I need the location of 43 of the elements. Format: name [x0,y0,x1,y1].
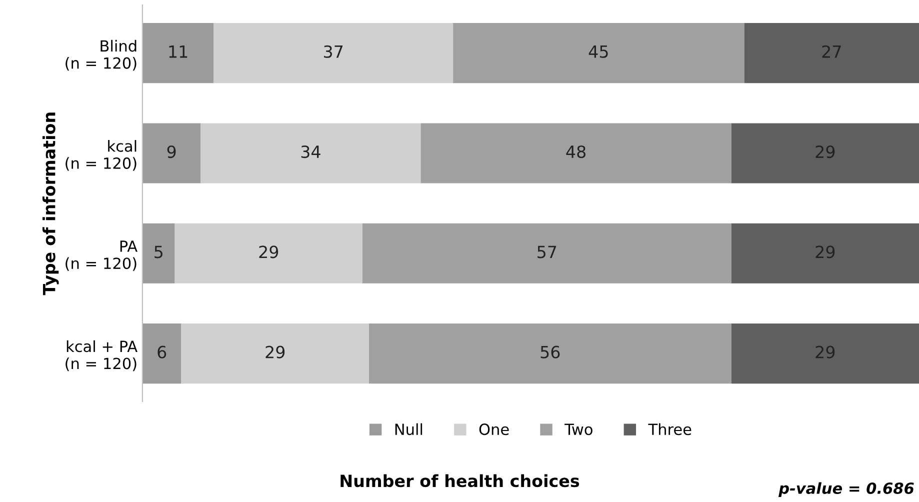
data-label: 6 [158,346,166,358]
data-label: 11 [169,46,188,58]
data-label: 56 [540,346,560,358]
bar [362,223,732,284]
bar [744,23,919,84]
bar [200,123,421,184]
y-tick-label: kcal (n = 120) [66,140,136,171]
data-label: 29 [816,346,835,358]
legend-label: Null [395,423,422,436]
legend-label: Three [648,423,692,436]
bar [420,123,732,184]
data-label: 29 [816,145,835,158]
data-label: 45 [588,46,608,58]
bar [142,323,182,384]
y-tick-label: kcal + PA (n = 120) [66,340,138,372]
bar [142,23,214,84]
data-label: 37 [324,45,343,58]
y-axis-title: Type of information [42,112,59,296]
bar [181,323,369,384]
x-axis-title: Number of health choices [340,474,580,488]
y-tick-label: Blind (n = 120) [66,40,136,71]
data-label: 27 [822,45,841,58]
bar [142,223,175,284]
data-label: 9 [167,145,176,158]
data-label: 29 [259,246,278,258]
text: p-value = 0.686 [778,482,914,497]
legend-label: One [479,424,509,436]
data-label: 29 [816,246,835,258]
bar [453,23,744,84]
data-label: 57 [538,246,556,258]
bar [731,323,919,384]
bar [731,123,919,184]
data-label: 5 [154,246,162,258]
bar [174,223,362,284]
data-label: 29 [266,346,285,358]
bar [368,323,732,384]
data-label: 34 [301,145,320,158]
bar [142,123,201,184]
legend-label: Two [564,424,592,436]
bar [731,223,919,284]
bar [214,23,454,84]
y-tick-label: PA (n = 120) [66,240,138,271]
data-label: 48 [566,145,586,158]
